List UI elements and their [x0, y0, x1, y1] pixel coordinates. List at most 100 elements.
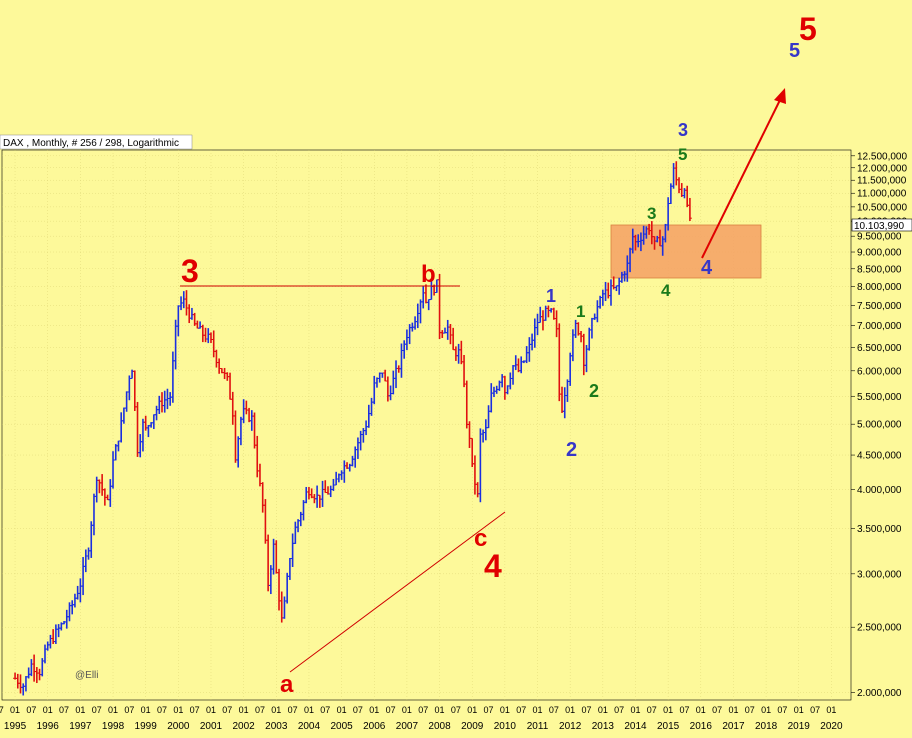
down-bar: [100, 474, 105, 496]
up-bar: [75, 585, 80, 600]
x-year-label: 1995: [4, 721, 27, 732]
x-year-label: 2001: [200, 721, 223, 732]
down-bar: [214, 349, 219, 368]
up-bar: [111, 451, 116, 489]
x-month-label: 07: [418, 705, 428, 715]
up-bar: [42, 644, 47, 664]
up-bar: [366, 404, 371, 428]
x-month-label: 01: [206, 705, 216, 715]
down-bar: [247, 407, 252, 423]
y-tick-label: 2.500,000: [857, 623, 902, 634]
x-month-label: 07: [26, 705, 36, 715]
up-bar: [81, 557, 86, 596]
x-month-label: 01: [271, 705, 281, 715]
down-bar: [440, 330, 445, 338]
up-bar: [304, 486, 309, 504]
x-month-label: 07: [451, 705, 461, 715]
down-bar: [383, 369, 388, 382]
down-bar: [448, 323, 453, 345]
up-bar: [127, 375, 132, 401]
up-bar: [426, 299, 431, 311]
x-year-label: 1999: [135, 721, 158, 732]
down-bar: [266, 534, 271, 592]
up-bar: [350, 455, 355, 467]
up-bar: [388, 385, 393, 401]
y-tick-label: 9.000,000: [857, 248, 902, 259]
up-bar: [301, 500, 306, 521]
up-bar: [355, 437, 360, 459]
x-year-label: 2007: [396, 721, 419, 732]
up-bar: [524, 346, 529, 364]
wave-label-c: c: [474, 525, 487, 552]
up-bar: [64, 609, 69, 629]
down-bar: [459, 340, 464, 365]
up-bar: [377, 372, 382, 383]
up-bar: [369, 397, 374, 416]
x-month-label: 01: [565, 705, 575, 715]
y-tick-label: 12.500,000: [857, 151, 907, 162]
down-bar: [32, 654, 37, 682]
y-tick-label: 8.500,000: [857, 264, 902, 275]
x-month-label: 01: [75, 705, 85, 715]
y-axis-labels: 2.000,000 2.500,000 3.000,000 3.500,000 4.00…: [851, 151, 907, 699]
wave-label-blue-3: 3: [678, 120, 688, 140]
up-bar: [29, 659, 34, 677]
up-bar: [249, 410, 254, 431]
up-bar: [72, 593, 77, 608]
up-bar: [486, 405, 491, 429]
chart-title-box: [0, 134, 193, 150]
down-bar: [551, 307, 556, 320]
x-month-label: 01: [369, 705, 379, 715]
wave-label-a: a: [280, 671, 294, 698]
up-bar: [124, 391, 129, 412]
up-bar: [285, 572, 290, 604]
wave-label-big-5: 5: [799, 11, 817, 47]
down-bar: [200, 324, 205, 343]
x-year-label: 2016: [690, 721, 713, 732]
x-month-label: 07: [516, 705, 526, 715]
up-bar: [121, 407, 126, 424]
wave-label-green-3: 3: [647, 204, 656, 223]
down-bar: [187, 304, 192, 324]
up-bar: [532, 318, 537, 348]
down-bar: [674, 161, 679, 186]
up-bar: [113, 444, 118, 461]
up-bar: [364, 420, 369, 436]
up-bar: [413, 316, 418, 330]
up-bar: [287, 558, 292, 580]
down-bar: [34, 667, 39, 684]
wave-label-green-1: 1: [576, 302, 585, 321]
up-bar: [600, 289, 605, 306]
up-bar: [176, 305, 181, 337]
down-bar: [323, 480, 328, 494]
x-month-label: 07: [679, 705, 689, 715]
up-bar: [372, 375, 377, 405]
up-bar: [21, 683, 26, 696]
up-bar: [320, 480, 325, 507]
x-month-label: 07: [745, 705, 755, 715]
down-bar: [516, 358, 521, 373]
x-year-label: 2009: [461, 721, 484, 732]
down-bar: [679, 183, 684, 197]
down-bar: [228, 372, 233, 400]
x-month-label: 01: [696, 705, 706, 715]
x-month-label: 01: [435, 705, 445, 715]
wave-label-blue-2: 2: [566, 439, 577, 461]
x-year-label: 2020: [820, 721, 843, 732]
y-tick-label: 5.500,000: [857, 392, 902, 403]
up-bar: [527, 337, 532, 362]
up-bar: [78, 578, 83, 603]
up-bar: [328, 485, 333, 498]
up-bar: [483, 419, 488, 441]
up-bar: [342, 460, 347, 483]
x-month-label: 01: [402, 705, 412, 715]
up-bar: [519, 356, 524, 374]
y-tick-label: 10.500,000: [857, 202, 907, 213]
up-bar: [535, 313, 540, 336]
up-bar: [315, 485, 320, 508]
down-bar: [184, 290, 189, 316]
last-value-box: [851, 218, 912, 232]
y-tick-label: 4.500,000: [857, 451, 902, 462]
x-month-label: 01: [533, 705, 543, 715]
y-tick-label: 3.500,000: [857, 524, 902, 535]
